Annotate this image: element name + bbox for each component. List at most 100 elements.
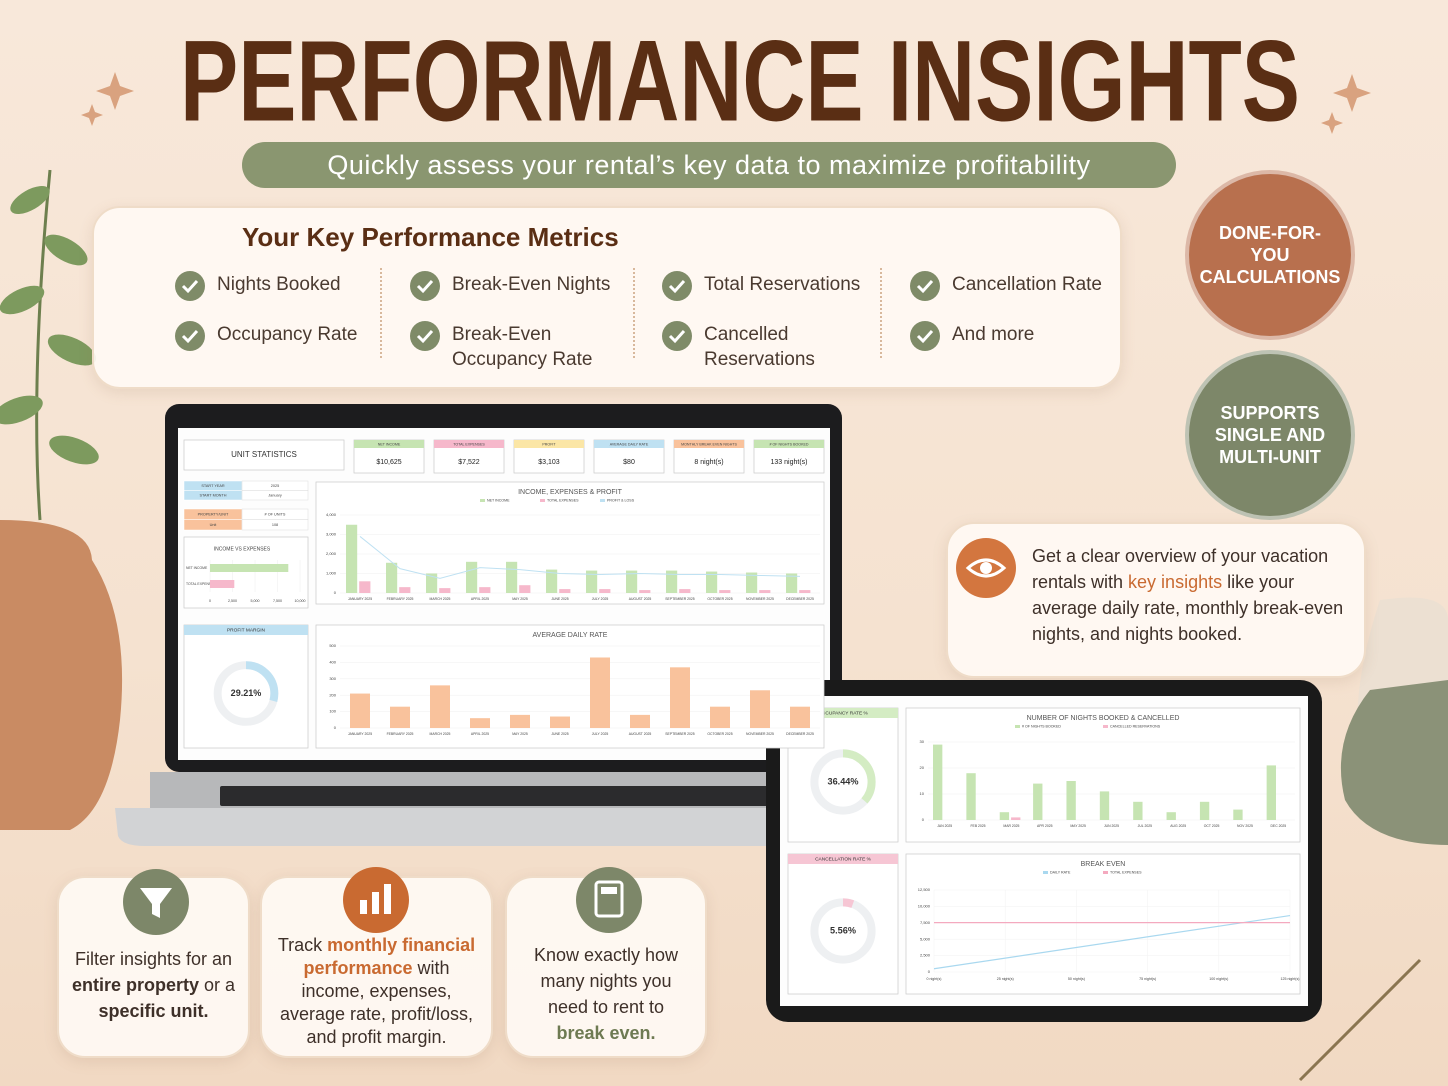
panel <box>183 536 309 609</box>
y-tick-label: 30 <box>920 739 925 744</box>
bar <box>999 812 1010 820</box>
metric-item: Nights Booked <box>175 271 341 301</box>
x-tick-label: JANUARY 2025 <box>348 732 372 736</box>
chart-title: BREAK EVEN <box>1081 861 1126 868</box>
legend-swatch <box>480 499 485 502</box>
x-tick-label: JULY 2025 <box>592 597 609 601</box>
metric-label: Occupancy Rate <box>217 324 358 345</box>
panel-header <box>788 854 898 864</box>
x-tick-label: 50 night(s) <box>1068 977 1085 981</box>
text: Know exactly how many nights you need to… <box>533 945 679 1017</box>
page-title: PERFORMANCE INSIGHTS <box>180 17 1300 145</box>
bar <box>1011 817 1021 820</box>
check-icon <box>662 271 692 301</box>
highlight: key insights <box>1128 572 1223 592</box>
bar <box>599 589 611 593</box>
plant <box>0 169 99 521</box>
x-tick-label: FEBRUARY 2025 <box>387 732 414 736</box>
kpi-header <box>674 440 744 448</box>
filter-label: START YEAR <box>201 484 225 488</box>
panel <box>315 624 825 749</box>
y-tick-label: 400 <box>329 659 336 664</box>
x-tick-label: 0 <box>209 599 211 603</box>
bar <box>519 585 531 593</box>
bar <box>426 573 438 593</box>
donut-label: 36.44% <box>827 776 858 786</box>
bar <box>799 590 811 593</box>
bar <box>390 706 410 728</box>
category-label: NET INCOME <box>186 566 208 570</box>
x-tick-label: FEB 2025 <box>970 824 985 828</box>
metric-label: Total Reservations <box>704 274 861 295</box>
kpi-header <box>434 440 504 448</box>
emphasis: specific unit. <box>98 1001 209 1021</box>
kpi-value: $80 <box>623 459 635 466</box>
legend-label: TOTAL EXPENSES <box>1110 870 1142 874</box>
bar <box>430 685 450 728</box>
divider <box>880 268 882 358</box>
y-tick-label: 10 <box>920 791 925 796</box>
bar <box>719 590 731 593</box>
x-tick-label: DECEMBER 2025 <box>786 732 814 736</box>
x-tick-label: AUGUST 2025 <box>629 597 652 601</box>
text: Filter insights for an <box>74 949 233 969</box>
bar <box>350 693 370 728</box>
eye-icon <box>956 538 1016 598</box>
legend-swatch <box>1103 725 1108 728</box>
bar <box>1166 812 1176 820</box>
bar <box>346 524 358 593</box>
x-tick-label: 5,000 <box>251 599 260 603</box>
x-tick-label: 25 night(s) <box>997 977 1014 981</box>
x-tick-label: 0 night(s) <box>927 977 942 981</box>
kpi-header <box>514 440 584 448</box>
y-tick-label: 10,000 <box>918 903 931 908</box>
bar <box>750 690 770 728</box>
panel-header <box>788 708 898 718</box>
sparkle <box>96 72 134 110</box>
leaf <box>0 285 45 315</box>
kpi-value: $3,103 <box>538 459 560 466</box>
line <box>933 914 1291 970</box>
insight-card <box>946 522 1366 678</box>
metric-label: Cancelled Reservations <box>704 324 815 370</box>
x-tick-label: MARCH 2025 <box>430 597 451 601</box>
vase <box>1340 680 1448 845</box>
x-tick-label: JUNE 2025 <box>551 732 568 736</box>
bar <box>1099 791 1110 820</box>
x-tick-label: MARCH 2025 <box>430 732 451 736</box>
kpi-header <box>754 440 824 448</box>
kpi-value: 8 night(s) <box>694 459 723 466</box>
panel-title: INCOME VS EXPENSES <box>214 546 271 552</box>
bar <box>590 657 610 728</box>
bar <box>626 570 638 593</box>
x-tick-label: APRIL 2025 <box>471 597 489 601</box>
emphasis: monthly financial performance <box>303 935 476 978</box>
branch <box>1298 958 1422 1082</box>
y-tick-label: 3,000 <box>326 532 337 537</box>
kpi-value: $10,625 <box>376 459 401 466</box>
x-tick-label: JULY 2025 <box>592 732 609 736</box>
stem <box>35 169 52 521</box>
bar <box>466 561 478 593</box>
text: with income, expenses, average rate, pro… <box>279 958 474 1047</box>
laptop-base <box>115 808 890 846</box>
unit-statistics-box <box>183 439 345 471</box>
bar <box>359 581 371 593</box>
y-tick-label: 0 <box>334 590 337 595</box>
bar <box>786 573 798 593</box>
y-tick-label: 20 <box>920 765 925 770</box>
pupil <box>980 562 992 574</box>
donut-label: 29.21% <box>231 688 262 698</box>
metric-label: Nights Booked <box>217 274 341 295</box>
metric-item: Break-Even Nights <box>410 271 610 301</box>
bar <box>546 569 558 593</box>
y-tick-label: 1,000 <box>326 571 337 576</box>
x-tick-label: SEPTEMBER 2025 <box>665 732 695 736</box>
x-tick-label: OCTOBER 2025 <box>707 732 732 736</box>
kpi-value: $7,522 <box>458 459 480 466</box>
metric-item: Cancelled Reservations <box>662 321 864 372</box>
kpi-header <box>594 440 664 448</box>
area-line <box>359 536 801 579</box>
x-tick-label: APR 2025 <box>1037 824 1053 828</box>
metric-item: And more <box>910 321 1034 351</box>
